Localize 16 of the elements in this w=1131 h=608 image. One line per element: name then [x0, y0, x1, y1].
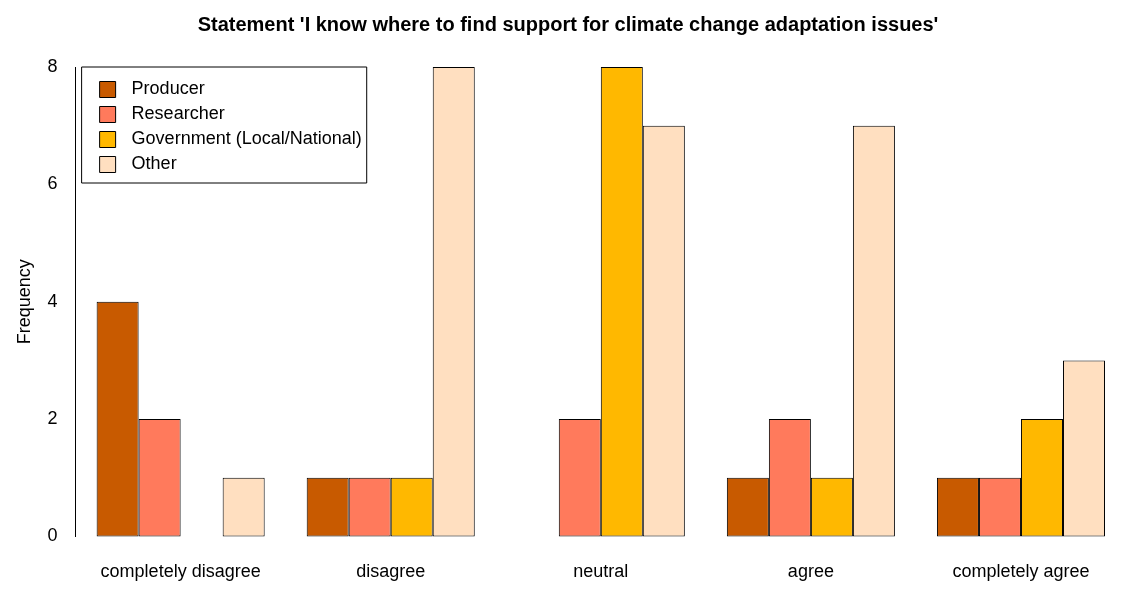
legend-label: Other	[131, 153, 177, 174]
x-tick-label: completely agree	[952, 561, 1090, 582]
chart-title: Statement 'I know where to find support for climate change adaptation issues'	[197, 12, 939, 35]
y-tick-label: 8	[47, 55, 58, 76]
x-tick-label: neutral	[573, 561, 629, 582]
y-tick-label: 0	[47, 525, 58, 546]
legend-label: Researcher	[131, 103, 225, 124]
y-tick-label: 6	[47, 173, 58, 194]
x-tick-label: disagree	[356, 561, 426, 582]
y-tick-label: 4	[47, 290, 58, 311]
x-tick-label: agree	[787, 561, 834, 582]
legend-label: Government (Local/National)	[131, 128, 362, 149]
y-axis-title: Frequency	[13, 259, 34, 345]
x-tick-label: completely disagree	[100, 561, 261, 582]
y-tick-label: 2	[47, 408, 58, 429]
legend-label: Producer	[131, 78, 205, 99]
